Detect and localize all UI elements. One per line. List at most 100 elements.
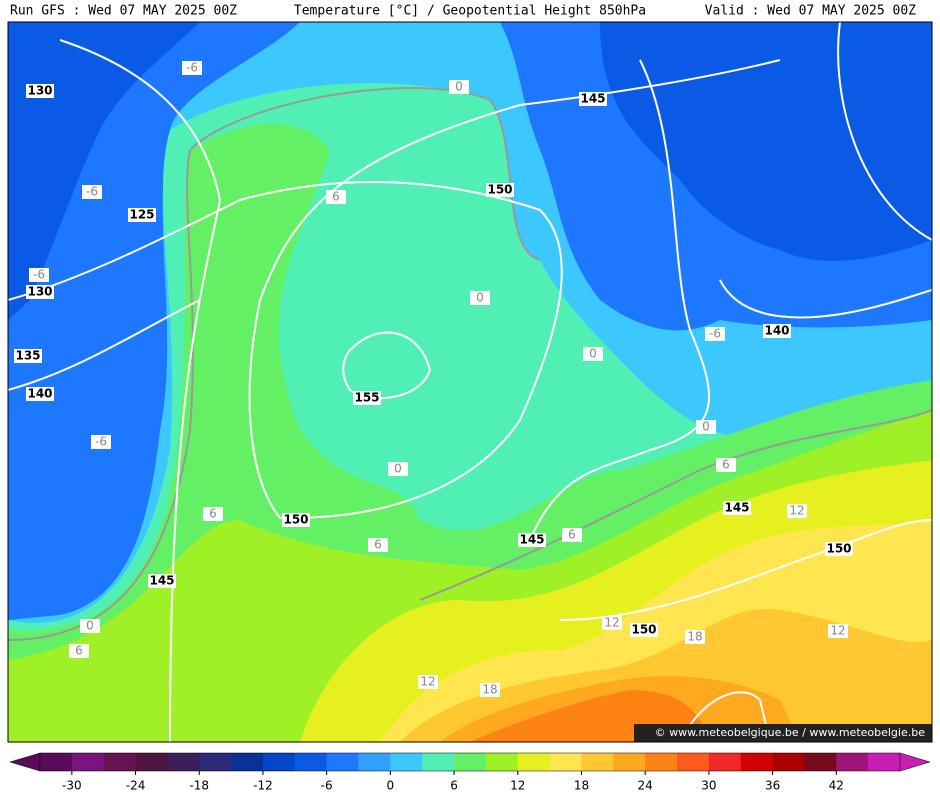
colorbar-tick-label: 12 (510, 779, 525, 793)
colorbar-segment (390, 753, 423, 771)
colorbar-tick-label: 0 (387, 779, 395, 793)
colorbar-segment (772, 753, 805, 771)
colorbar-tick-label: 18 (574, 779, 589, 793)
label-background (723, 501, 751, 515)
label-background (26, 387, 54, 401)
temperature-contour-label: 0 (394, 462, 402, 476)
label-background (29, 268, 49, 282)
colorbar-tick-label: 36 (765, 779, 780, 793)
height-contour-label: 145 (149, 574, 174, 588)
colorbar-segment (103, 753, 137, 771)
colorbar-tick-label: -24 (126, 779, 146, 793)
colorbar-tick-label: 42 (829, 779, 844, 793)
temperature-contour-label: 6 (722, 458, 730, 472)
height-contour-label: 150 (826, 542, 851, 556)
label-background (128, 208, 156, 222)
height-contour-label: 155 (354, 391, 379, 405)
height-contour-label: 140 (764, 324, 789, 338)
label-background (388, 462, 408, 476)
height-contour-label: 145 (724, 501, 749, 515)
colorbar-tick-label: -6 (321, 779, 333, 793)
colorbar-frame (39, 752, 901, 772)
colorbar-segment (645, 753, 678, 771)
label-background (368, 538, 388, 552)
label-background (562, 528, 582, 542)
label-background (763, 324, 791, 338)
colorbar-segment (677, 753, 710, 771)
run-info: Run GFS : Wed 07 MAY 2025 00Z (10, 4, 237, 19)
watermark: © www.meteobelgique.be / www.meteobelgie… (655, 726, 926, 739)
label-background (696, 420, 716, 434)
temperature-contour-label: 12 (604, 616, 619, 630)
height-contour-label: 135 (15, 349, 40, 363)
label-background (182, 61, 202, 75)
colorbar-tick-label: -30 (62, 779, 82, 793)
colorbar-segment (804, 753, 837, 771)
temperature-contour-label: 6 (374, 538, 382, 552)
map-title: Temperature [°C] / Geopotential Height 8… (294, 4, 646, 19)
colorbar-segment (262, 753, 296, 771)
label-background (828, 624, 848, 638)
colorbar-segment (485, 753, 519, 771)
height-contour-label: 145 (580, 92, 605, 106)
colorbar-tick-label: -12 (253, 779, 273, 793)
colorbar-segment (613, 753, 646, 771)
label-background (353, 391, 381, 405)
colorbar-segment (294, 753, 328, 771)
label-background (80, 619, 100, 633)
temperature-contour-label: 0 (702, 420, 710, 434)
label-background (470, 291, 490, 305)
label-background (716, 458, 736, 472)
valid-info: Valid : Wed 07 MAY 2025 00Z (705, 4, 916, 19)
label-background (148, 574, 176, 588)
temperature-contour-label: -6 (709, 327, 721, 341)
temperature-contour-label: 0 (589, 347, 597, 361)
colorbar-segment (549, 753, 582, 771)
label-background (418, 675, 438, 689)
height-contour-label: 130 (27, 84, 52, 98)
temperature-contour-label: 0 (476, 291, 484, 305)
height-contour-label: 140 (27, 387, 52, 401)
label-background (14, 349, 42, 363)
colorbar-segment (708, 753, 742, 771)
temperature-contour-label: -6 (86, 185, 98, 199)
colorbar-segment (836, 753, 869, 771)
temperature-contour-label: 6 (209, 507, 217, 521)
label-background (82, 185, 102, 199)
colorbar-segment (422, 753, 455, 771)
label-background (705, 327, 725, 341)
colorbar-tick-label: 24 (638, 779, 653, 793)
colorbar-segment (135, 753, 168, 771)
height-contour-label: 150 (631, 623, 656, 637)
temperature-contour-label: 18 (687, 630, 702, 644)
label-background (91, 435, 111, 449)
colorbar-arrow-right (899, 752, 931, 772)
temperature-contour-label: 0 (455, 80, 463, 94)
label-background (26, 84, 54, 98)
height-contour-label: 130 (27, 285, 52, 299)
height-contour-label: 145 (519, 533, 544, 547)
label-background (486, 183, 514, 197)
temperature-contour-label: -6 (33, 268, 45, 282)
temperature-contour-label: 6 (568, 528, 576, 542)
label-background (203, 507, 223, 521)
height-contour-label: 150 (283, 513, 308, 527)
label-background (449, 80, 469, 94)
label-background (787, 504, 807, 518)
temperature-contour-label: 0 (86, 619, 94, 633)
label-background (583, 347, 603, 361)
colorbar-segment (358, 753, 391, 771)
colorbar-segment (231, 753, 264, 771)
label-background (282, 513, 310, 527)
label-background (518, 533, 546, 547)
temperature-contour-label: -6 (186, 61, 198, 75)
temperature-contour-label: 12 (789, 504, 804, 518)
label-background (26, 285, 54, 299)
label-background (480, 683, 500, 697)
colorbar-segment (581, 753, 614, 771)
colorbar-segment (517, 753, 551, 771)
label-background (602, 616, 622, 630)
colorbar-tick-label: 30 (701, 779, 716, 793)
label-background (579, 92, 607, 106)
